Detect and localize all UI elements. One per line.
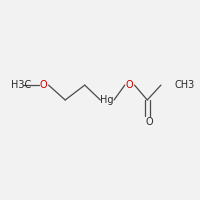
Text: O: O	[145, 117, 153, 127]
Text: CH3: CH3	[175, 80, 195, 90]
Text: Hg: Hg	[100, 95, 114, 105]
Text: O: O	[40, 80, 47, 90]
Text: H3C: H3C	[11, 80, 32, 90]
Text: O: O	[126, 80, 133, 90]
